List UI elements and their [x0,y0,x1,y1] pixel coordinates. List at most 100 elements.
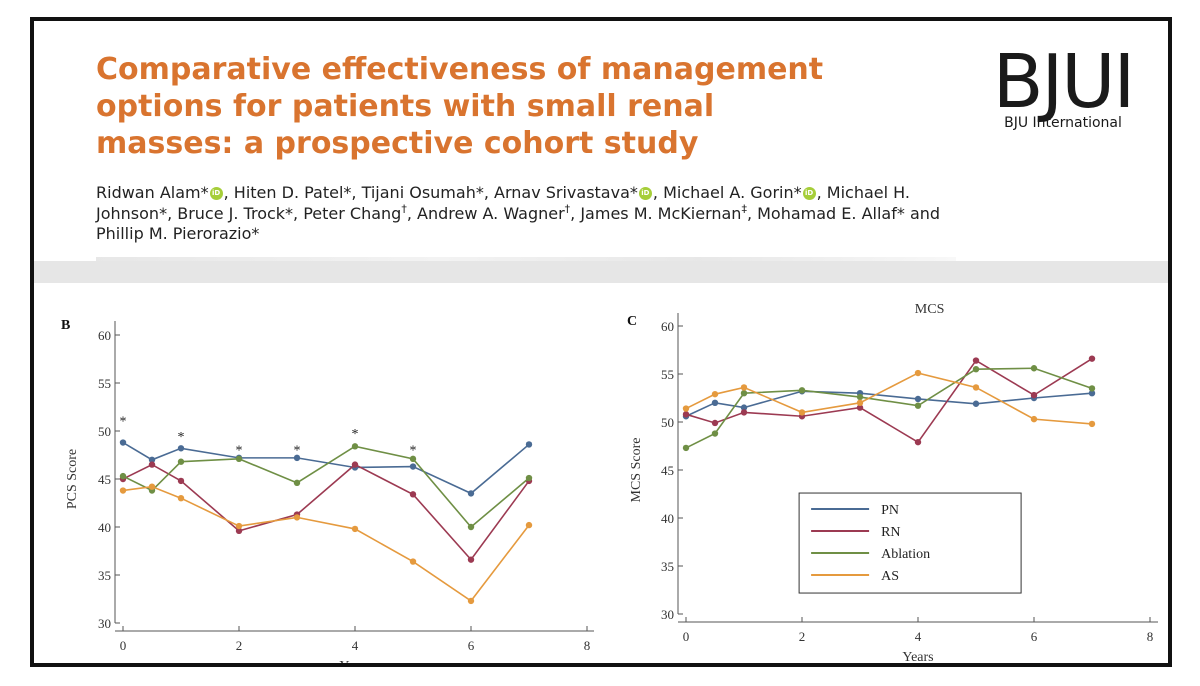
legend-label: RN [881,525,900,540]
orcid-icon[interactable]: iD [802,187,816,200]
data-point-as [409,558,417,565]
y-tick-label: 40 [661,511,674,526]
data-point-ablation [682,444,690,452]
data-point-rn [409,491,417,498]
x-tick-label: 0 [120,638,127,653]
data-point-pn [525,441,533,448]
y-tick-label: 35 [661,559,674,574]
y-tick-label: 60 [98,328,111,343]
affiliation-mark: * [285,203,294,223]
data-point-rn [1030,391,1038,399]
y-tick-label: 30 [98,616,111,631]
data-point-as [525,521,533,529]
author-name: Bruce J. Trock [177,203,286,223]
x-tick-label: 8 [1147,629,1154,644]
y-tick-label: 45 [98,472,111,487]
data-point-ablation [409,455,417,463]
significance-marker: * [236,443,243,458]
data-point-ablation [293,479,301,487]
data-point-pn [467,490,475,497]
author-name: Arnav Srivastava [494,183,630,202]
data-point-as [467,597,475,605]
y-tick-label: 40 [98,520,111,535]
data-point-rn [856,404,864,411]
data-point-pn [740,404,748,411]
legend-box [798,492,1022,594]
x-tick-label: 6 [468,638,475,653]
affiliation-mark: † [401,202,407,216]
orcid-icon[interactable]: iD [638,187,652,200]
author-list: Ridwan Alam* iD, Hiten D. Patel*, Tijani … [96,183,941,243]
legend-label: AS [881,569,899,584]
data-point-pn [1088,390,1096,397]
affiliation-mark: * [343,183,352,202]
data-point-ablation [798,387,806,394]
author-name: Tijani Osumah [361,183,476,202]
data-point-ablation [1088,385,1096,392]
logo-wordmark: BJUI [992,39,1136,125]
significance-marker: * [120,415,127,430]
y-tick-label: 30 [661,607,674,622]
affiliation-mark: ‡ [741,202,747,216]
data-point-as [711,390,719,398]
legend-label: PN [881,503,899,518]
orcid-icon[interactable]: iD [209,187,223,200]
author-name: Peter Chang [303,203,402,223]
author-name: Phillip M. Pierorazio [96,224,252,243]
slide-frame: Comparative effectiveness of management … [30,17,1172,667]
data-point-rn [351,461,359,468]
panel-label: C [627,314,637,329]
journal-logo: BJUI BJU International [978,39,1148,131]
crop-separator [34,261,1168,283]
data-point-ablation [711,430,719,437]
data-point-pn [972,400,980,407]
x-tick-label: 2 [799,629,806,644]
y-tick-label: 60 [661,319,674,334]
affiliation-mark: * [475,183,484,202]
data-point-ablation [235,455,243,463]
y-tick-label: 55 [98,376,111,391]
affiliation-mark: * [793,183,802,202]
significance-marker: * [294,443,301,458]
data-point-as [856,399,864,406]
y-axis-label: PCS Score [65,449,80,509]
data-point-ablation [119,472,127,480]
author-name: Hiten D. Patel [233,183,344,202]
chart-title: MCS [915,302,945,317]
affiliation-mark: * [200,183,209,202]
data-point-rn [972,357,980,364]
x-tick-label: 2 [236,638,243,653]
data-point-pn [914,395,922,403]
data-point-rn [467,556,475,563]
y-axis-label: MCS Score [629,438,644,503]
data-point-pn [293,454,301,462]
data-point-ablation [1030,365,1038,372]
data-point-ablation [467,523,475,531]
author-name: James M. McKiernan [580,203,742,223]
legend-label: Ablation [881,547,930,562]
data-point-pn [409,463,417,470]
data-point-as [351,525,359,533]
y-tick-label: 50 [661,415,674,430]
author-name: Michael A. Gorin [663,183,794,202]
data-point-pn [119,439,127,446]
data-point-as [1030,415,1038,423]
data-point-as [1088,420,1096,428]
significance-marker: * [352,427,359,442]
significance-marker: * [178,430,185,445]
data-point-rn [1088,355,1096,362]
author-name: Andrew A. Wagner [417,203,565,223]
data-point-ablation [856,393,864,401]
article-title: Comparative effectiveness of management … [96,52,824,161]
series-line-pn [122,441,530,495]
data-point-ablation [740,390,748,397]
y-tick-label: 50 [98,424,111,439]
author-name: Ridwan Alam [96,183,201,202]
data-point-rn [711,419,719,427]
x-axis-label: Years [339,659,370,663]
y-tick-label: 55 [661,367,674,382]
y-tick-label: 45 [661,463,674,478]
series-line-ablation [122,445,530,529]
